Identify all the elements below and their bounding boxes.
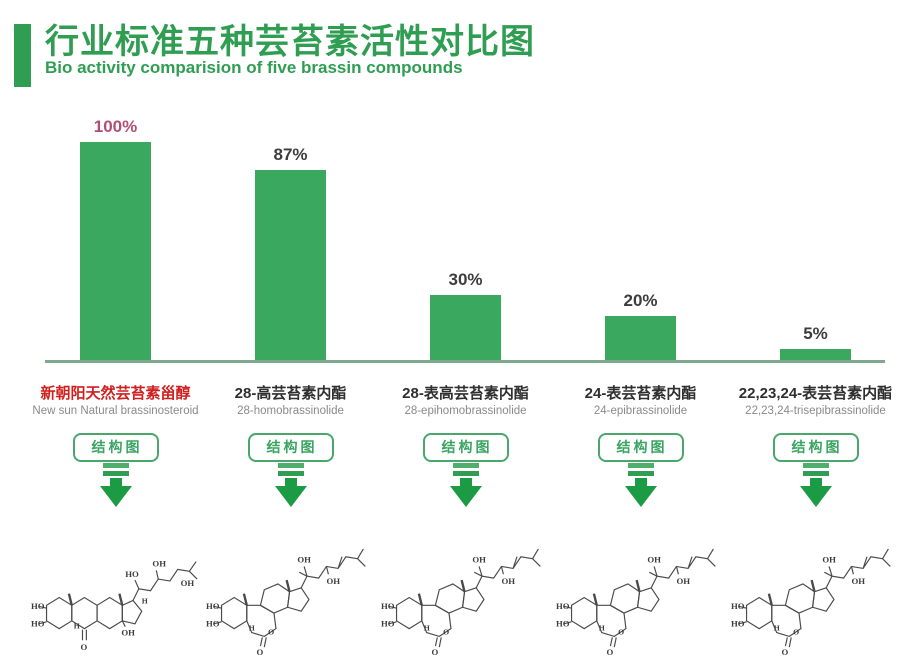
bar-value-label: 20% (623, 291, 658, 310)
compound-name-cn: 28-表高芸苔素内酯 (402, 385, 529, 402)
structure-diagram-brassinosteroid (30, 557, 198, 654)
compound-name-en: 28-homobrassinolide (237, 405, 344, 417)
bar-chart: 100% 87% 30% 20% 5% (28, 0, 903, 360)
bar-value-label: 30% (448, 270, 483, 289)
compound-name-en: 24-epibrassinolide (593, 405, 688, 417)
bar-value-label: 100% (93, 117, 138, 136)
compound-name-5: 22,23,24-表芸苔素内酯 22,23,24-trisepibrassino… (728, 382, 903, 417)
chart-column-2: 87% (203, 0, 378, 360)
page-title: 行业标准五种芸苔素活性对比图 (45, 23, 535, 61)
down-arrow-icon (449, 463, 482, 507)
down-arrow-icon (99, 463, 132, 507)
compound-name-cn: 28-高芸苔素内酯 (234, 385, 347, 402)
structure-cell-2 (203, 508, 378, 656)
arrow-cell-4 (553, 463, 728, 509)
arrow-cell-2 (203, 463, 378, 509)
bar-value-label: 87% (273, 145, 308, 164)
structure-button-3[interactable]: 结构图 (422, 433, 509, 462)
compound-name-cn: 新朝阳天然芸苔素甾醇 (40, 385, 191, 402)
title-accent-bar (14, 24, 31, 87)
arrow-cell-1 (28, 463, 203, 509)
structure-diagrams (28, 508, 903, 656)
compound-name-en: 22,23,24-trisepibrassinolide (745, 405, 886, 417)
compound-name-cn: 24-表芸苔素内酯 (584, 385, 697, 402)
compound-name-cn: 22,23,24-表芸苔素内酯 (738, 385, 893, 402)
down-arrow-icon (624, 463, 657, 507)
bar-22-23-24-trisepibrassinolide (780, 349, 851, 360)
button-cell-2: 结构图 (203, 433, 378, 462)
button-cell-4: 结构图 (553, 433, 728, 462)
bar-28-homobrassinolide (255, 170, 326, 360)
structure-cell-1 (28, 508, 203, 656)
structure-cell-3 (378, 508, 553, 656)
compound-name-3: 28-表高芸苔素内酯 28-epihomobrassinolide (378, 382, 553, 417)
compound-name-4: 24-表芸苔素内酯 24-epibrassinolide (553, 382, 728, 417)
structure-cell-5 (728, 508, 903, 656)
down-arrow-icon (274, 463, 307, 507)
structure-button-1[interactable]: 结构图 (72, 433, 159, 462)
structure-buttons: 结构图 结构图 结构图 结构图 结构图 (28, 433, 903, 462)
down-arrows (28, 463, 903, 509)
structure-diagram-28-homobrassinolide (205, 547, 366, 656)
compound-name-en: 28-epihomobrassinolide (404, 405, 527, 417)
structure-button-2[interactable]: 结构图 (247, 433, 334, 462)
compound-names: 新朝阳天然芸苔素甾醇 New sun Natural brassinostero… (28, 382, 903, 417)
structure-diagram-28-epihomobrassinolide (380, 547, 541, 656)
chart-baseline (45, 360, 885, 363)
chart-column-5: 5% (728, 0, 903, 360)
page-subtitle: Bio activity comparision of five brassin… (45, 58, 463, 77)
chart-column-1: 100% (28, 0, 203, 360)
chart-column-3: 30% (378, 0, 553, 360)
structure-diagram-24-epibrassinolide (555, 547, 716, 656)
bar-new-sun-natural-brassinosteroid (80, 142, 151, 360)
button-cell-3: 结构图 (378, 433, 553, 462)
structure-button-5[interactable]: 结构图 (772, 433, 859, 462)
arrow-cell-3 (378, 463, 553, 509)
compound-name-1: 新朝阳天然芸苔素甾醇 New sun Natural brassinostero… (28, 382, 203, 417)
compound-name-2: 28-高芸苔素内酯 28-homobrassinolide (203, 382, 378, 417)
compound-name-en: New sun Natural brassinosteroid (32, 405, 199, 417)
bar-24-epibrassinolide (605, 316, 676, 360)
chart-column-4: 20% (553, 0, 728, 360)
arrow-cell-5 (728, 463, 903, 509)
bar-28-epihomobrassinolide (430, 295, 501, 360)
structure-button-4[interactable]: 结构图 (597, 433, 684, 462)
bar-value-label: 5% (803, 324, 828, 343)
button-cell-1: 结构图 (28, 433, 203, 462)
structure-cell-4 (553, 508, 728, 656)
button-cell-5: 结构图 (728, 433, 903, 462)
structure-diagram-22-23-24-trisepibrassinolide (730, 547, 891, 656)
header: 行业标准五种芸苔素活性对比图 Bio activity comparision … (0, 0, 903, 100)
down-arrow-icon (799, 463, 832, 507)
